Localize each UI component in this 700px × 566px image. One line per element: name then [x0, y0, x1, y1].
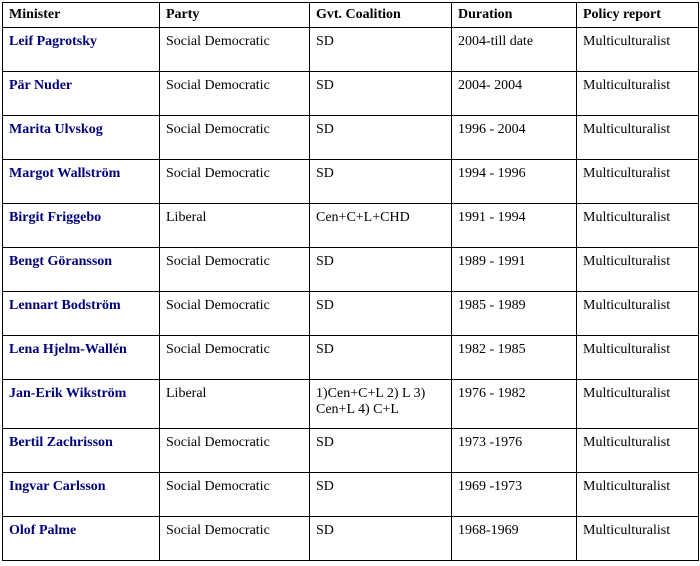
cell-duration: 1973 -1976 [452, 429, 577, 473]
col-header-duration: Duration [452, 3, 577, 28]
cell-minister: Birgit Friggebo [3, 204, 160, 248]
table-body: Leif PagrotskySocial DemocraticSD2004-ti… [3, 28, 699, 561]
cell-coalition: SD [310, 72, 452, 116]
cell-coalition: SD [310, 473, 452, 517]
cell-coalition: SD [310, 160, 452, 204]
cell-minister: Margot Wallström [3, 160, 160, 204]
cell-party: Social Democratic [160, 72, 310, 116]
cell-minister: Leif Pagrotsky [3, 28, 160, 72]
table-row: Bengt GöranssonSocial DemocraticSD1989 -… [3, 248, 699, 292]
cell-minister: Ingvar Carlsson [3, 473, 160, 517]
table-row: Pär NuderSocial DemocraticSD2004- 2004Mu… [3, 72, 699, 116]
cell-party: Social Democratic [160, 28, 310, 72]
cell-party: Social Democratic [160, 248, 310, 292]
table-row: Bertil ZachrissonSocial DemocraticSD1973… [3, 429, 699, 473]
cell-duration: 2004- 2004 [452, 72, 577, 116]
cell-party: Social Democratic [160, 116, 310, 160]
cell-coalition: SD [310, 292, 452, 336]
cell-duration: 1991 - 1994 [452, 204, 577, 248]
cell-coalition: SD [310, 429, 452, 473]
cell-minister: Marita Ulvskog [3, 116, 160, 160]
table-row: Marita UlvskogSocial DemocraticSD1996 - … [3, 116, 699, 160]
table-row: Lena Hjelm-WallénSocial DemocraticSD1982… [3, 336, 699, 380]
cell-duration: 2004-till date [452, 28, 577, 72]
cell-policy: Multiculturalist [577, 28, 699, 72]
table-row: Margot WallströmSocial DemocraticSD1994 … [3, 160, 699, 204]
col-header-coalition: Gvt. Coalition [310, 3, 452, 28]
table-row: Jan-Erik WikströmLiberal1)Cen+C+L 2) L 3… [3, 380, 699, 429]
cell-policy: Multiculturalist [577, 429, 699, 473]
cell-coalition: SD [310, 116, 452, 160]
cell-coalition: Cen+C+L+CHD [310, 204, 452, 248]
table-row: Birgit FriggeboLiberalCen+C+L+CHD1991 - … [3, 204, 699, 248]
cell-policy: Multiculturalist [577, 517, 699, 561]
cell-policy: Multiculturalist [577, 336, 699, 380]
cell-coalition: SD [310, 517, 452, 561]
cell-party: Social Democratic [160, 517, 310, 561]
cell-policy: Multiculturalist [577, 292, 699, 336]
cell-duration: 1976 - 1982 [452, 380, 577, 429]
cell-policy: Multiculturalist [577, 116, 699, 160]
cell-duration: 1968-1969 [452, 517, 577, 561]
cell-minister: Jan-Erik Wikström [3, 380, 160, 429]
cell-party: Social Democratic [160, 473, 310, 517]
cell-party: Social Democratic [160, 160, 310, 204]
cell-policy: Multiculturalist [577, 248, 699, 292]
col-header-minister: Minister [3, 3, 160, 28]
cell-minister: Lennart Bodström [3, 292, 160, 336]
cell-minister: Olof Palme [3, 517, 160, 561]
cell-duration: 1996 - 2004 [452, 116, 577, 160]
cell-party: Social Democratic [160, 292, 310, 336]
cell-party: Social Democratic [160, 336, 310, 380]
cell-duration: 1985 - 1989 [452, 292, 577, 336]
cell-minister: Lena Hjelm-Wallén [3, 336, 160, 380]
cell-minister: Bertil Zachrisson [3, 429, 160, 473]
cell-policy: Multiculturalist [577, 72, 699, 116]
cell-minister: Bengt Göransson [3, 248, 160, 292]
cell-duration: 1969 -1973 [452, 473, 577, 517]
cell-duration: 1989 - 1991 [452, 248, 577, 292]
col-header-policy: Policy report [577, 3, 699, 28]
cell-duration: 1982 - 1985 [452, 336, 577, 380]
table-header-row: Minister Party Gvt. Coalition Duration P… [3, 3, 699, 28]
cell-duration: 1994 - 1996 [452, 160, 577, 204]
cell-minister: Pär Nuder [3, 72, 160, 116]
table-row: Leif PagrotskySocial DemocraticSD2004-ti… [3, 28, 699, 72]
cell-policy: Multiculturalist [577, 160, 699, 204]
cell-policy: Multiculturalist [577, 473, 699, 517]
cell-party: Liberal [160, 380, 310, 429]
table-row: Olof PalmeSocial DemocraticSD1968-1969Mu… [3, 517, 699, 561]
ministers-table: Minister Party Gvt. Coalition Duration P… [2, 2, 699, 561]
cell-policy: Multiculturalist [577, 204, 699, 248]
col-header-party: Party [160, 3, 310, 28]
cell-coalition: SD [310, 248, 452, 292]
cell-coalition: 1)Cen+C+L 2) L 3) Cen+L 4) C+L [310, 380, 452, 429]
cell-policy: Multiculturalist [577, 380, 699, 429]
cell-party: Liberal [160, 204, 310, 248]
table-row: Lennart BodströmSocial DemocraticSD1985 … [3, 292, 699, 336]
cell-coalition: SD [310, 336, 452, 380]
cell-coalition: SD [310, 28, 452, 72]
cell-party: Social Democratic [160, 429, 310, 473]
table-row: Ingvar CarlssonSocial DemocraticSD1969 -… [3, 473, 699, 517]
